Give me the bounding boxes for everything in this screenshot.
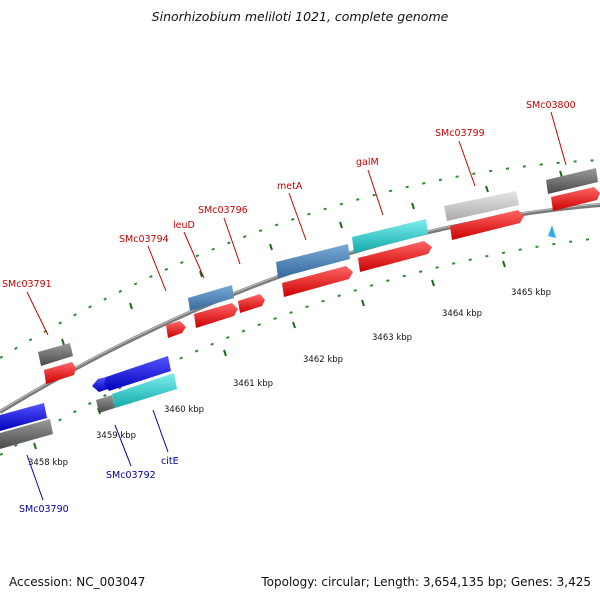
gene-label: SMc03799: [435, 128, 485, 139]
gene-block: [352, 219, 428, 253]
tick-label: 3465 kbp: [511, 288, 551, 298]
gene-label: SMc03800: [526, 100, 576, 111]
gene-label: SMc03791: [2, 279, 52, 290]
scale-labels: 3458 kbp 3459 kbp 3460 kbp 3461 kbp 3462…: [28, 288, 551, 468]
genome-summary: Topology: circular; Length: 3,654,135 bp…: [261, 575, 591, 589]
gene-arrow: [166, 321, 186, 338]
gene-arrow: [194, 303, 238, 328]
accession-label: Accession: NC_003047: [9, 575, 146, 589]
gene-block: [188, 285, 234, 311]
gene-label: SMc03792: [106, 470, 156, 481]
map-title: Sinorhizobium meliloti 1021, complete ge…: [151, 9, 449, 24]
gene-block: [0, 403, 47, 431]
tick-label: 3464 kbp: [442, 309, 482, 319]
gene-label: SMc03796: [198, 205, 248, 216]
gene-block: [444, 191, 519, 221]
gene-block: [96, 395, 115, 413]
gene-block: [276, 244, 350, 278]
outer-major-ticks: [61, 170, 563, 346]
gene-arrow: [44, 362, 76, 384]
genome-backbone: [0, 203, 600, 414]
gene-block: [0, 419, 53, 449]
gene-label: SMc03794: [119, 234, 169, 245]
gene-arrow: [358, 241, 432, 272]
gene-block: [546, 168, 598, 194]
gene-arrow: [238, 294, 265, 313]
gene-arrow: [282, 266, 353, 297]
gene-block: [38, 343, 73, 366]
gene-features: [0, 168, 600, 449]
gene-block: [112, 373, 177, 408]
gene-label: leuD: [173, 220, 195, 231]
tick-label: 3459 kbp: [96, 431, 136, 441]
tick-label: 3462 kbp: [303, 355, 343, 365]
gene-label: metA: [277, 181, 303, 192]
tick-label: 3461 kbp: [233, 379, 273, 389]
gene-labels: SMc03791 SMc03794 leuD SMc03796 metA gal…: [2, 100, 576, 515]
gene-label: SMc03790: [19, 504, 69, 515]
gene-label: citE: [161, 456, 179, 467]
marker-icon: [548, 225, 556, 238]
tick-label: 3458 kbp: [28, 458, 68, 468]
gene-arrow: [104, 356, 171, 391]
tick-label: 3460 kbp: [164, 405, 204, 415]
tick-label: 3463 kbp: [372, 333, 412, 343]
gene-arrow: [450, 210, 524, 240]
label-leader-lines: [26, 111, 567, 501]
gene-label: galM: [356, 157, 379, 168]
gene-arrow: [92, 377, 108, 392]
gene-arrow: [551, 187, 600, 211]
